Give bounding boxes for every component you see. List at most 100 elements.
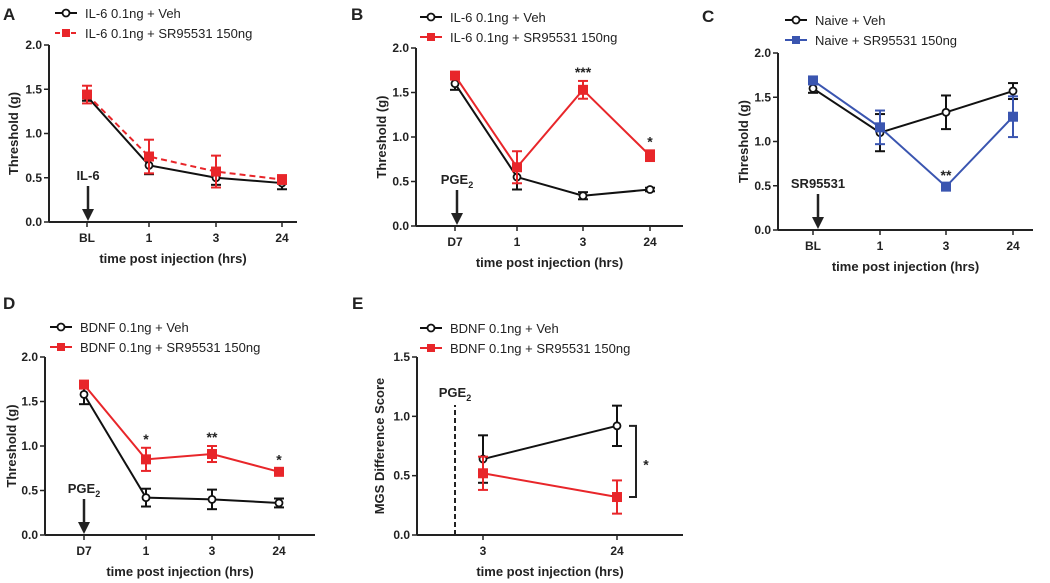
data-point-square	[207, 449, 217, 460]
y-tick-label: 2.0	[25, 38, 42, 52]
legend-label: IL-6 0.1ng + SR95531 150ng	[85, 26, 252, 41]
x-tick-label: 3	[213, 231, 220, 245]
y-tick-label: 0.5	[754, 179, 771, 193]
x-tick-label: 3	[580, 235, 587, 249]
x-tick-label: BL	[805, 239, 821, 253]
series-1: **	[808, 75, 1018, 192]
y-tick-label: 0.0	[25, 215, 42, 229]
panel-C: C 0.0 0.5 1.0 1.5 2.0 BL 1 3 24 time post injectio…	[702, 7, 1033, 274]
data-point-square	[478, 468, 488, 479]
data-point-square	[274, 466, 284, 477]
data-point-circle	[450, 79, 460, 88]
data-point-circle	[79, 389, 89, 399]
legend-label: IL-6 0.1ng + Veh	[85, 6, 181, 21]
series-1: ****	[79, 379, 284, 477]
x-axis-label: time post injection (hrs)	[476, 255, 623, 270]
y-tick-label: 0.5	[21, 484, 38, 498]
x-axis-label: time post injection (hrs)	[99, 251, 246, 266]
annotation-label: SR95531	[791, 176, 845, 191]
arrow-head-icon	[451, 213, 463, 225]
data-point-circle	[808, 84, 818, 93]
data-point-square	[450, 70, 460, 81]
y-tick-label: 1.5	[25, 82, 42, 96]
legend-label: BDNF 0.1ng + SR95531 150ng	[450, 341, 630, 356]
legend-label: IL-6 0.1ng + SR95531 150ng	[450, 30, 617, 45]
y-tick-label: 1.0	[392, 130, 409, 144]
legend-circle-marker	[61, 8, 71, 18]
x-axis-label: time post injection (hrs)	[476, 564, 623, 579]
legend-circle-marker	[426, 323, 436, 333]
annotation-subscript: 2	[95, 489, 100, 499]
data-point-square	[79, 379, 89, 390]
data-point-circle	[578, 191, 588, 201]
y-tick-label: 1.5	[393, 350, 410, 364]
y-tick-label: 1.5	[754, 90, 771, 104]
legend-square-marker	[427, 344, 435, 352]
panel-label: E	[352, 294, 363, 313]
significance-star: *	[643, 456, 649, 472]
series-line	[812, 79, 1014, 189]
x-tick-label: 24	[1006, 239, 1020, 253]
data-point-square	[578, 84, 588, 95]
arrow-head-icon	[812, 217, 824, 229]
significance-star: *	[143, 431, 149, 447]
significance-star: **	[941, 167, 952, 183]
annotation-label: PGE2	[441, 172, 473, 190]
x-tick-label: 1	[877, 239, 884, 253]
x-tick-label: 3	[943, 239, 950, 253]
y-tick-label: 0.0	[21, 528, 38, 542]
x-tick-label: 24	[610, 544, 624, 558]
panel-B: B 0.0 0.5 1.0 1.5 2.0 D7 1 3 24 time post injectio…	[351, 5, 683, 270]
data-point-circle	[645, 185, 655, 194]
legend-square-marker	[792, 36, 800, 44]
annotation-subscript: 2	[468, 180, 473, 190]
y-tick-label: 1.0	[393, 409, 410, 423]
panel-D: D 0.0 0.5 1.0 1.5 2.0 D7 1 3 24 time post injectio…	[3, 294, 315, 579]
series-1: ****	[450, 64, 655, 185]
data-point-circle	[612, 421, 622, 431]
data-point-circle	[941, 107, 951, 117]
legend-circle-marker	[791, 15, 801, 25]
y-tick-label: 1.5	[392, 86, 409, 100]
y-tick-label: 2.0	[754, 46, 771, 60]
data-point-square	[1008, 111, 1018, 122]
legend-label: BDNF 0.1ng + Veh	[80, 320, 189, 335]
data-point-square	[277, 174, 287, 185]
x-axis-label: time post injection (hrs)	[832, 259, 979, 274]
x-tick-label: 24	[272, 544, 286, 558]
y-tick-label: 0.0	[754, 223, 771, 237]
legend-label: BDNF 0.1ng + SR95531 150ng	[80, 340, 260, 355]
data-point-square	[645, 150, 655, 161]
legend-label: IL-6 0.1ng + Veh	[450, 10, 546, 25]
y-tick-label: 1.0	[25, 127, 42, 141]
series-0	[450, 76, 655, 201]
arrow-head-icon	[82, 209, 94, 221]
significance-bracket	[629, 424, 637, 499]
significance-star: *	[647, 133, 653, 149]
y-tick-label: 0.0	[393, 528, 410, 542]
series-line	[86, 95, 283, 185]
legend-circle-marker	[426, 12, 436, 22]
y-axis-label: Threshold (g)	[6, 92, 21, 175]
legend-square-marker	[427, 33, 435, 41]
panel-E: E 0.0 0.5 1.0 1.5 3 24 time post injection (hrs…	[352, 294, 683, 579]
x-tick-label: BL	[79, 231, 95, 245]
y-axis-label: Threshold (g)	[374, 95, 389, 178]
panel-label: C	[702, 7, 714, 26]
data-point-square	[612, 492, 622, 503]
series-0	[808, 82, 1018, 153]
y-axis-label: MGS Difference Score	[372, 378, 387, 515]
x-tick-label: 3	[480, 544, 487, 558]
legend-label: Naive + SR95531 150ng	[815, 33, 957, 48]
y-tick-label: 0.0	[392, 219, 409, 233]
data-point-square	[141, 454, 151, 465]
data-point-square	[211, 166, 221, 177]
data-point-square	[808, 75, 818, 86]
x-tick-label: 1	[514, 235, 521, 249]
series-line	[83, 393, 280, 504]
series-0	[79, 383, 284, 511]
significance-star: *	[276, 451, 282, 467]
data-point-square	[144, 151, 154, 162]
x-axis-label: time post injection (hrs)	[106, 564, 253, 579]
x-tick-label: 1	[143, 544, 150, 558]
